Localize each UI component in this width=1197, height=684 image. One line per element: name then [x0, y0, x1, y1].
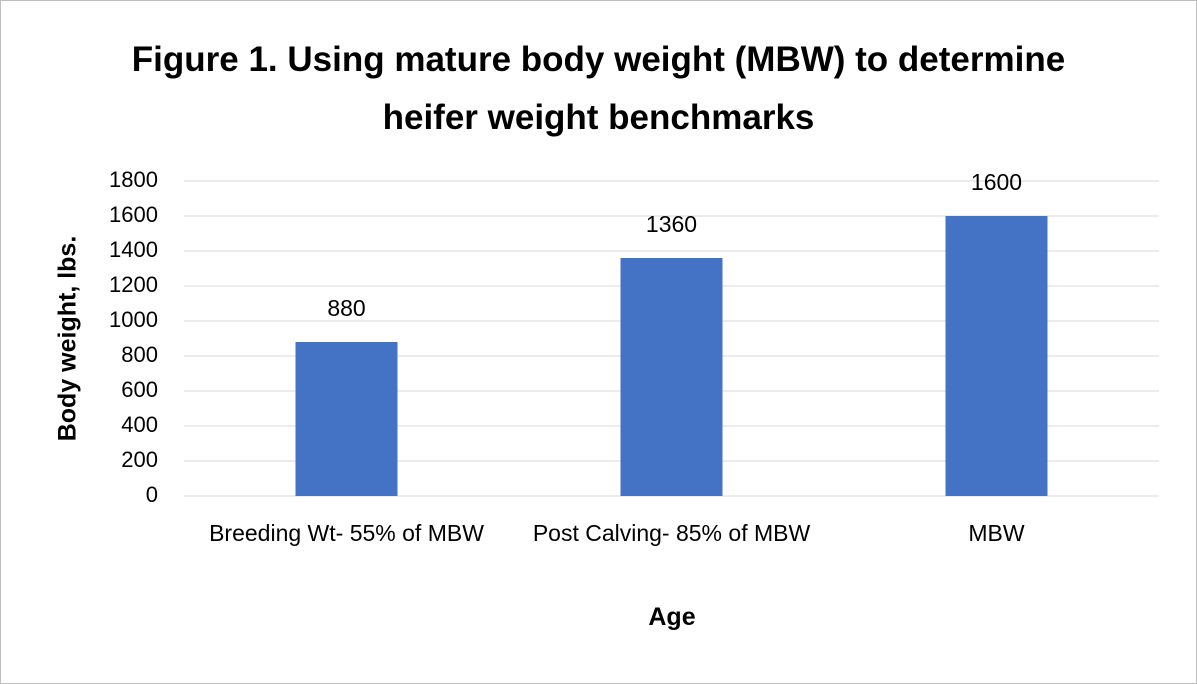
y-axis-label: Body weight, lbs.: [54, 236, 82, 442]
y-tick-label: 400: [121, 412, 158, 437]
chart-title: Figure 1. Using mature body weight (MBW)…: [131, 40, 1066, 137]
y-tick-label: 0: [146, 482, 158, 507]
x-tick-label: MBW: [968, 520, 1025, 546]
bar: [295, 342, 398, 496]
y-tick-label: 600: [121, 377, 158, 402]
y-tick-label: 1800: [109, 167, 158, 192]
data-label: 880: [327, 295, 365, 321]
y-tick-label: 200: [121, 447, 158, 472]
data-label: 1360: [646, 211, 697, 237]
x-tick-label: Breeding Wt- 55% of MBW: [209, 520, 484, 546]
x-tick-label: Post Calving- 85% of MBW: [532, 520, 811, 546]
y-tick-label: 1200: [109, 272, 158, 297]
bar: [945, 216, 1048, 496]
y-tick-label: 800: [121, 342, 158, 367]
y-tick-label: 1400: [109, 237, 158, 262]
y-tick-label: 1600: [109, 202, 158, 227]
y-tick-label: 1000: [109, 307, 158, 332]
bar: [620, 258, 723, 496]
x-axis-label: Age: [648, 603, 696, 631]
data-label: 1600: [971, 169, 1022, 195]
